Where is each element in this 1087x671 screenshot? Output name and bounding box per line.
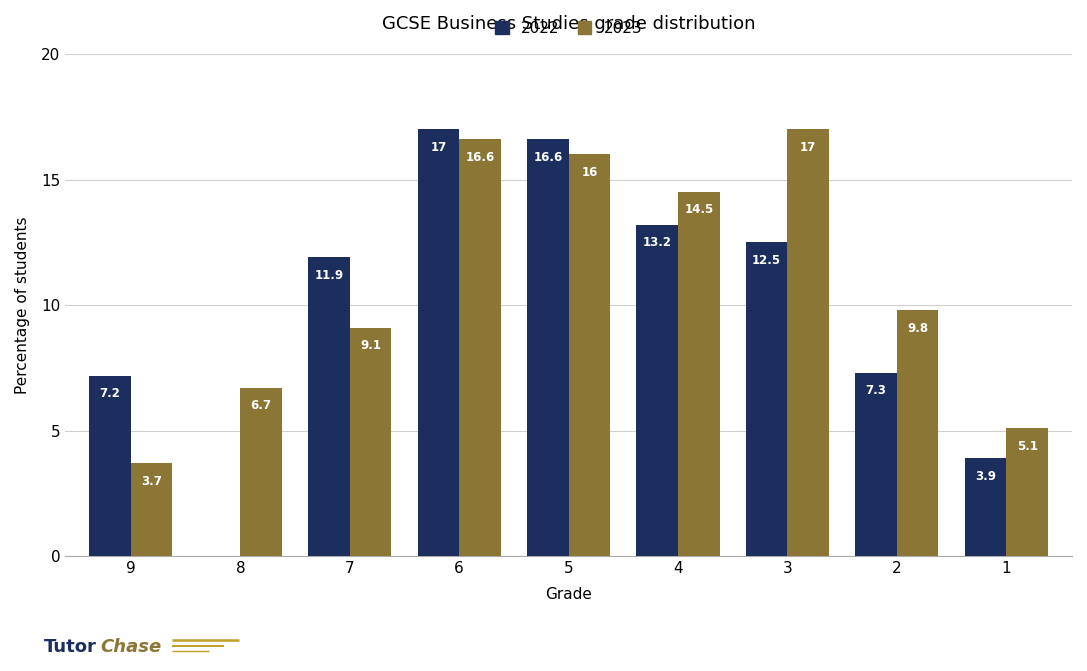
Bar — [855, 373, 897, 556]
Bar — [1007, 428, 1048, 556]
Bar — [787, 130, 829, 556]
Legend: 2022, 2023: 2022, 2023 — [490, 16, 647, 40]
Text: 16: 16 — [582, 166, 598, 178]
Bar — [308, 258, 350, 556]
Bar — [130, 464, 173, 556]
Text: 13.2: 13.2 — [642, 236, 672, 249]
Bar — [746, 242, 787, 556]
Text: 9.1: 9.1 — [360, 339, 382, 352]
Text: 9.8: 9.8 — [908, 321, 928, 335]
Text: Chase: Chase — [100, 638, 161, 656]
Bar — [569, 154, 610, 556]
Bar — [89, 376, 130, 556]
Bar — [637, 225, 678, 556]
Text: 17: 17 — [430, 141, 447, 154]
Bar — [459, 140, 501, 556]
Y-axis label: Percentage of students: Percentage of students — [15, 217, 30, 394]
Bar — [350, 327, 391, 556]
X-axis label: Grade: Grade — [546, 587, 592, 603]
Text: 7.3: 7.3 — [865, 384, 887, 397]
Bar — [527, 140, 569, 556]
Text: 3.7: 3.7 — [141, 474, 162, 488]
Text: 16.6: 16.6 — [534, 151, 562, 164]
Text: 5.1: 5.1 — [1016, 440, 1038, 452]
Text: 6.7: 6.7 — [251, 399, 272, 413]
Bar — [897, 310, 938, 556]
Text: 14.5: 14.5 — [684, 203, 713, 217]
Title: GCSE Business Studies grade distribution: GCSE Business Studies grade distribution — [382, 15, 755, 33]
Text: 12.5: 12.5 — [752, 254, 782, 266]
Text: 3.9: 3.9 — [975, 470, 996, 482]
Text: 17: 17 — [800, 141, 816, 154]
Bar — [678, 192, 720, 556]
Text: 16.6: 16.6 — [465, 151, 495, 164]
Text: 7.2: 7.2 — [100, 386, 121, 400]
Bar — [965, 458, 1007, 556]
Text: 11.9: 11.9 — [314, 269, 343, 282]
Bar — [240, 388, 282, 556]
Text: Tutor: Tutor — [43, 638, 97, 656]
Bar — [417, 130, 459, 556]
